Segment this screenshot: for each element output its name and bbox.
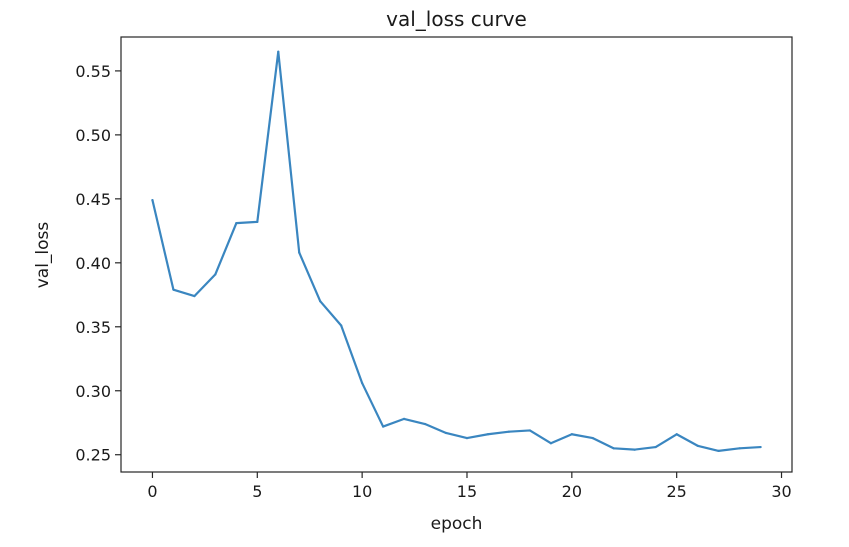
data-point (402, 417, 406, 421)
data-point (528, 429, 531, 432)
data-point (696, 444, 699, 447)
data-point (717, 449, 720, 452)
x-axis: 0 5 10 15 20 25 30 (147, 472, 792, 501)
y-tick-label: 0.40 (75, 254, 111, 273)
data-point (444, 431, 448, 435)
x-tick-label: 20 (562, 482, 582, 501)
y-tick-label: 0.30 (75, 382, 111, 401)
data-point (465, 436, 469, 440)
data-point (570, 433, 573, 436)
x-tick-label: 0 (147, 482, 157, 501)
data-point (612, 447, 615, 450)
y-tick-label: 0.55 (75, 62, 111, 81)
data-point (738, 447, 741, 450)
data-point (151, 199, 154, 202)
y-tick-label: 0.25 (75, 446, 111, 465)
data-point (382, 425, 385, 428)
data-point (340, 324, 343, 327)
data-point (675, 433, 678, 436)
data-point (361, 381, 364, 385)
y-axis: 0.25 0.30 0.35 0.40 0.45 0.50 0.55 (75, 62, 121, 465)
y-tick-label: 0.45 (75, 190, 111, 209)
x-tick-label: 5 (252, 482, 262, 501)
data-point (319, 300, 322, 303)
data-point (423, 422, 427, 426)
data-point (298, 251, 301, 254)
data-point (214, 273, 217, 276)
x-axis-label: epoch (431, 514, 483, 534)
plot-frame (120, 36, 793, 473)
data-point (193, 294, 196, 298)
x-tick-label: 25 (666, 482, 686, 501)
y-axis-label: val_loss (33, 222, 53, 289)
series-line (151, 50, 762, 452)
data-point (507, 430, 511, 433)
data-point (277, 50, 280, 53)
data-point (256, 220, 259, 223)
data-point (549, 442, 552, 445)
data-point (759, 445, 762, 449)
series-layer (151, 50, 762, 452)
y-tick-label: 0.50 (75, 126, 111, 145)
data-point (633, 448, 636, 451)
x-tick-label: 15 (457, 482, 477, 501)
data-point (172, 288, 175, 291)
x-tick-label: 10 (352, 482, 372, 501)
data-point (654, 445, 657, 449)
chart-title: val_loss curve (386, 7, 527, 31)
data-point (235, 222, 238, 225)
x-tick-label: 30 (771, 482, 791, 501)
data-point (591, 436, 594, 440)
y-tick-label: 0.35 (75, 318, 111, 337)
data-point (486, 433, 490, 436)
